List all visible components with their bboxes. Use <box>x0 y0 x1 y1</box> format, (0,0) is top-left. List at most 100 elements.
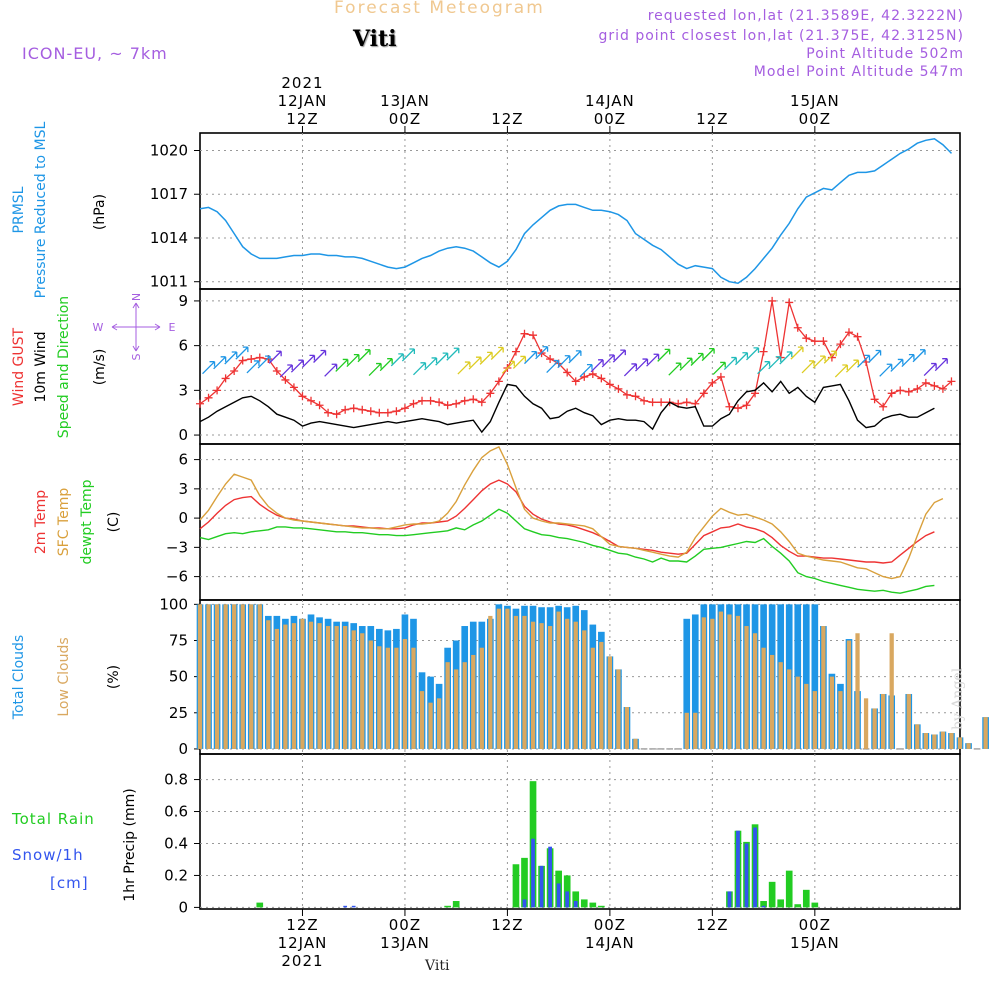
gust-marker <box>819 337 828 346</box>
temperature-panel <box>194 443 961 601</box>
rain-bar <box>768 881 776 908</box>
bottom-time-label: 12Z <box>696 916 728 934</box>
pressure-y-tick-label: 1020 <box>150 141 188 159</box>
rain-bar <box>760 901 767 908</box>
wind-direction-arrow <box>279 364 293 378</box>
pressure-y-tick-label: 1014 <box>150 229 188 247</box>
wind-direction-arrow <box>335 358 349 372</box>
wind-direction-arrow <box>324 363 338 377</box>
bottom-time-label: 14JAN <box>585 934 635 952</box>
gust-marker <box>238 356 247 365</box>
gust-marker <box>605 380 614 389</box>
temperature-y-tick-label: 0 <box>178 509 188 527</box>
low-cloud-bar <box>556 611 561 749</box>
low-cloud-bar <box>402 639 408 749</box>
wind-direction-arrow <box>479 351 493 365</box>
low-cloud-bar <box>351 630 356 749</box>
wind-dir-label: Speed and Direction <box>56 296 72 438</box>
low-cloud-bar <box>283 624 288 749</box>
requested-coords: requested lon,lat (21.3589E, 42.3222N) <box>647 8 964 24</box>
pressure-panel <box>194 132 961 290</box>
wind-direction-arrow <box>202 361 216 375</box>
wind-direction-arrow <box>257 355 271 369</box>
gust-marker <box>426 396 435 405</box>
wind-direction-arrow <box>246 360 260 374</box>
wind-direction-arrow <box>801 360 815 374</box>
gust-marker <box>409 399 418 408</box>
low-cloud-bar <box>863 698 869 749</box>
gust-marker <box>793 323 802 332</box>
low-cloud-bar <box>710 618 715 749</box>
clouds-y-tick-label: 50 <box>169 668 188 686</box>
wind-direction-arrow <box>268 350 282 364</box>
snow-unit-label: [cm] <box>50 874 89 892</box>
gust-marker <box>853 332 862 341</box>
gust-marker <box>631 392 640 401</box>
bottom-time-label: 12JAN <box>278 934 328 952</box>
rain-bar <box>589 902 597 908</box>
wind-direction-arrow <box>923 362 937 377</box>
rain-bar <box>580 899 588 908</box>
wind-direction-arrow <box>357 349 371 363</box>
low-cloud-bar <box>565 618 570 749</box>
low-cloud-bar <box>889 633 894 749</box>
low-cloud-bar <box>454 669 459 749</box>
low-cloud-bar <box>308 621 314 749</box>
temp-unit: (C) <box>106 512 122 533</box>
low-cloud-bar <box>249 604 254 749</box>
rain-bar <box>572 891 580 908</box>
low-cloud-bar <box>419 691 425 749</box>
wind-direction-arrow <box>734 352 749 366</box>
temperature-y-tick-label: −6 <box>166 568 188 586</box>
gust-marker <box>588 369 597 378</box>
low-cloud-bar <box>522 615 527 749</box>
top-time-label: 12Z <box>696 110 728 128</box>
wind-direction-arrow <box>235 346 249 360</box>
top-time-label: 14JAN <box>585 92 635 110</box>
gust-marker <box>810 337 819 346</box>
wind-direction-arrow <box>346 353 360 368</box>
low-cloud-bar <box>872 708 877 749</box>
gust-marker <box>563 368 572 377</box>
gust-marker <box>836 340 845 349</box>
bottom-time-label: 00Z <box>799 916 831 934</box>
low-cloud-bar <box>462 662 467 749</box>
model-altitude: Model Point Altitude 547m <box>753 64 964 80</box>
gust-marker <box>221 374 230 383</box>
gust-marker <box>733 404 742 413</box>
wind-direction-arrow <box>890 358 904 372</box>
wind-direction-arrow <box>213 356 227 370</box>
wind-direction-arrow <box>435 352 449 366</box>
gust-marker <box>298 392 307 401</box>
low-cloud-bar <box>291 623 297 749</box>
compass-north: N <box>130 293 143 301</box>
wind-direction-arrow <box>768 356 782 370</box>
rain-bar <box>452 901 460 908</box>
snow-bar <box>556 883 561 908</box>
low-cloud-bar <box>360 633 365 749</box>
low-cloud-bar <box>701 617 706 749</box>
gust-marker <box>435 398 444 407</box>
low-cloud-bar <box>787 669 792 749</box>
temp-sfc-line <box>199 445 944 580</box>
low-cloud-bar <box>385 647 390 749</box>
top-time-label: 12Z <box>491 110 523 128</box>
snow-bar <box>531 838 535 908</box>
wind-direction-arrow <box>657 348 671 362</box>
low-cloud-bar <box>505 608 510 749</box>
low-cloud-bar <box>428 702 433 749</box>
wind-direction-arrow <box>845 359 860 373</box>
top-time-label: 12Z <box>286 110 318 128</box>
wind-direction-arrow <box>424 357 438 371</box>
gust-marker <box>324 408 333 417</box>
low-cloud-bar <box>471 654 476 749</box>
wind-direction-arrow <box>501 360 515 374</box>
low-cloud-bar <box>684 712 689 749</box>
wind-direction-arrow <box>934 358 948 372</box>
low-cloud-bar <box>343 626 348 749</box>
low-cloud-bar <box>735 615 741 749</box>
bottom-time-label: 00Z <box>389 916 421 934</box>
pressure-label-2: Pressure Reduced to MSL <box>33 121 49 298</box>
rain-bar <box>811 902 819 908</box>
low-cloud-bar <box>325 626 331 749</box>
